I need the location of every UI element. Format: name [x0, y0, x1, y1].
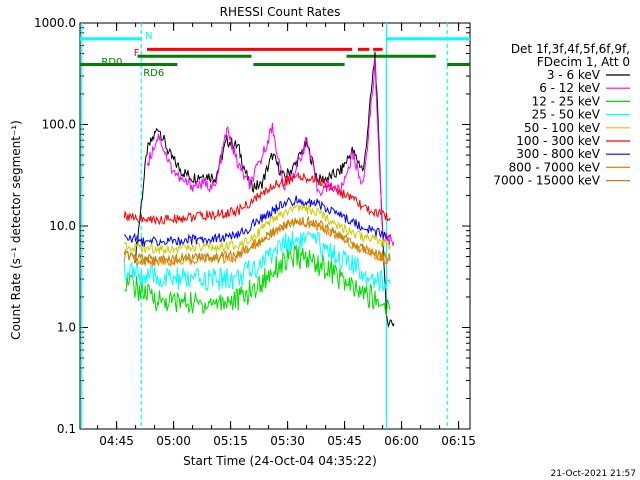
series-line	[123, 171, 391, 226]
series-line	[123, 203, 391, 256]
legend-entry-label: 7000 - 15000 keV	[493, 174, 600, 188]
y-tick-label: 1.0	[57, 321, 76, 335]
series-line	[124, 244, 391, 317]
legend-entry-label: 12 - 25 keV	[532, 94, 601, 108]
chart-title: RHESSI Count Rates	[220, 5, 341, 19]
y-tick-label: 10.0	[49, 219, 76, 233]
series-line	[124, 195, 391, 247]
x-axis-label: Start Time (24-Oct-04 04:35:22)	[183, 454, 377, 468]
flag-label-rd0: RD0	[101, 57, 122, 68]
plot-area: 0.1 1.0 10.0 100.0 1000.0 04:45 05:00 05:15 05:3…	[34, 16, 476, 448]
legend-entry-label: 100 - 300 keV	[516, 134, 600, 148]
x-tick-label: 05:00	[156, 434, 191, 448]
y-tick-label: 1000.0	[34, 16, 76, 30]
x-tick-label: 05:30	[270, 434, 305, 448]
series-line	[123, 215, 391, 265]
y-tick-label: 0.1	[57, 422, 76, 436]
legend-entry-label: 3 - 6 keV	[547, 68, 601, 82]
y-tick-label: 100.0	[42, 118, 76, 132]
x-tick-label: 05:45	[327, 434, 362, 448]
flag-label-n: N	[145, 31, 152, 42]
x-tick-label: 04:45	[99, 434, 134, 448]
legend-entry-label: 800 - 7000 keV	[509, 160, 601, 174]
x-tick-label: 05:15	[213, 434, 248, 448]
series-line	[123, 230, 391, 292]
series-line	[146, 57, 395, 246]
footer-timestamp: 21-Oct-2021 21:57	[551, 469, 636, 479]
x-tick-label: 06:00	[384, 434, 419, 448]
flag-label-f: F	[134, 48, 140, 59]
y-axis-label: Count Rate (s⁻¹ detector segment⁻¹)	[9, 120, 23, 340]
legend-header-decim: FDecim 1, Att 0	[537, 55, 630, 69]
x-tick-label: 06:15	[441, 434, 476, 448]
legend-entry-label: 300 - 800 keV	[516, 147, 600, 161]
legend-entry-label: 6 - 12 keV	[539, 81, 601, 95]
legend-entry-label: 25 - 50 keV	[532, 108, 601, 122]
legend-entry-label: 50 - 100 keV	[524, 121, 601, 135]
legend-header-detectors: Det 1f,3f,4f,5f,6f,9f,	[511, 42, 630, 56]
flag-label-rd6: RD6	[143, 68, 164, 79]
